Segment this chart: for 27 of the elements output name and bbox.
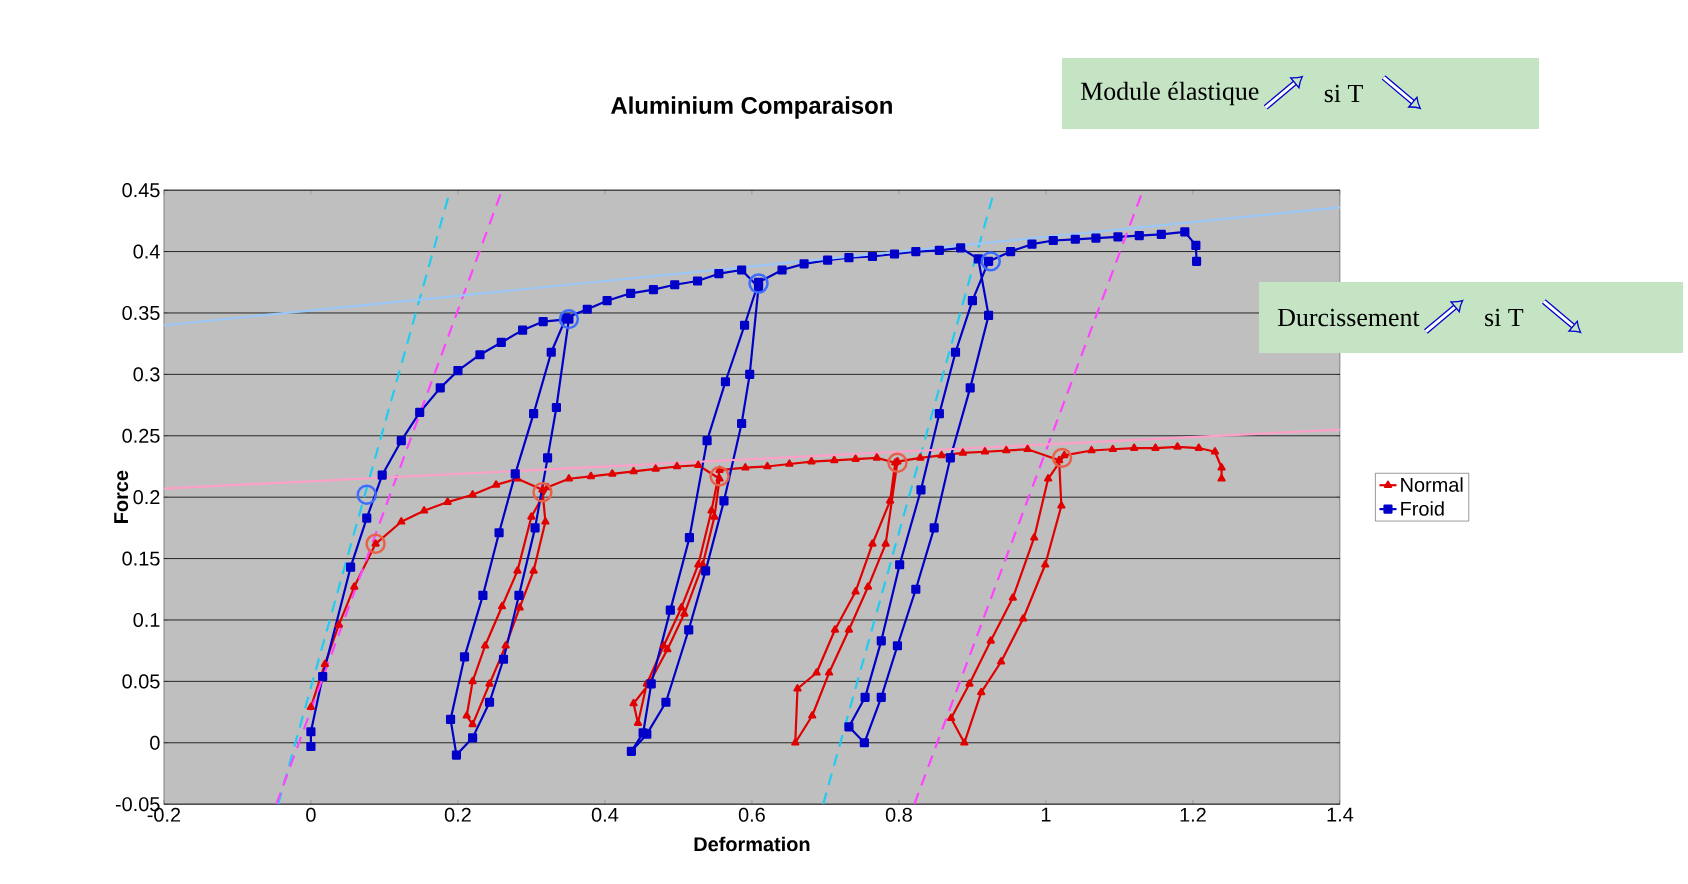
y-tick-label: 0.05: [122, 674, 160, 689]
text: si T: [1324, 84, 1363, 103]
y-axis-title: Force: [114, 470, 129, 523]
x-tick-label: 0.2: [444, 807, 471, 822]
x-tick-label: 0.8: [885, 807, 912, 822]
y-tick-label: 0.3: [133, 367, 160, 382]
x-axis-title: Deformation: [694, 836, 810, 852]
y-tick-label: 0: [150, 735, 160, 750]
x-tick-label: 0: [306, 807, 316, 822]
y-tick-label: 0.1: [133, 612, 160, 628]
legend-label: Normal: [1401, 477, 1463, 492]
chart-title: Aluminium Comparaison: [611, 96, 892, 119]
y-tick-label: 0.15: [122, 551, 160, 566]
y-tick-label: 0.45: [122, 183, 160, 198]
legend-label: Froid: [1401, 501, 1444, 516]
x-tick-label: 0.6: [738, 807, 765, 822]
x-tick-label: 0.4: [591, 807, 619, 822]
text: si T: [1485, 308, 1524, 327]
x-tick-label: 1: [1041, 807, 1051, 822]
text: Module élastique: [1080, 81, 1259, 106]
y-tick-label: 0.2: [133, 490, 160, 505]
y-tick-label: 0.25: [122, 428, 160, 443]
y-tick-label: 0.4: [133, 244, 160, 259]
x-tick-label: 1.2: [1180, 807, 1206, 822]
x-tick-label: 1.4: [1327, 807, 1354, 822]
annotation: Durcissement: [1277, 308, 1420, 327]
y-tick-label: 0.35: [122, 305, 160, 321]
